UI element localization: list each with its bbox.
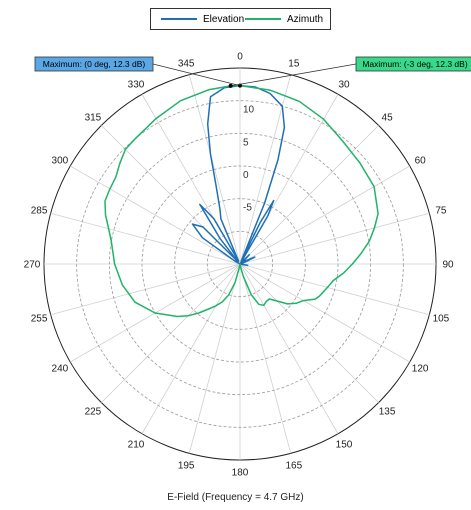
angle-tick-label: 210 [128,440,145,451]
angle-tick-label: 60 [415,156,427,167]
ring--5 [174,198,306,330]
angle-tick-label: 15 [288,59,300,70]
angle-tick-label: 195 [178,460,195,471]
ring-5 [108,132,372,396]
angle-tick-label: 75 [435,206,447,217]
ring-10 [76,100,404,428]
angle-tick-label: 150 [336,440,353,451]
angle-tick-label: 225 [85,407,102,418]
radial-tick-label: 10 [243,105,255,116]
chart-caption: E-Field (Frequency = 4.7 GHz) [167,492,304,503]
angle-tick-label: 285 [31,206,48,217]
angle-tick-label: 270 [24,260,41,271]
angle-tick-label: 330 [128,79,145,90]
radial-tick-label: -5 [243,203,252,214]
angle-tick-label: 105 [433,313,450,324]
radial-tick-label: 5 [243,137,249,148]
ring--10 [206,230,274,298]
legend-item-elevation[interactable]: Elevation [161,9,244,29]
angle-tick-label: 300 [52,156,69,167]
spoke-195 [188,263,241,454]
max-marker-point [228,83,233,88]
ring-0 [141,165,339,363]
angle-tick-label: 255 [31,313,48,324]
max-marker-box [34,56,154,72]
angle-tick-label: 315 [85,112,102,123]
legend-label-azimuth: Azimuth [287,13,324,25]
radial-tick-label: 0 [243,170,249,181]
spoke-75 [239,212,430,265]
angle-tick-label: 165 [285,460,302,471]
legend: Elevation Azimuth [150,8,331,30]
spoke-210 [141,263,241,434]
legend-swatch-azimuth [245,18,281,20]
max-marker-label: Maximum: (0 deg, 12.3 dB) [43,59,146,69]
angle-tick-label: 345 [178,59,195,70]
max-marker-leader [152,63,241,87]
max-marker-label: Maximum: (-3 deg, 12.3 dB) [362,59,468,69]
legend-swatch-elevation [161,18,197,20]
angle-tick-label: 90 [442,260,454,271]
series-azimuth-line [104,84,379,318]
angle-tick-label: 30 [338,79,350,90]
angle-tick-label: 180 [232,468,249,479]
angle-tick-label: 120 [412,364,429,375]
angle-tick-label: 0 [237,52,243,63]
spoke-300 [70,165,241,265]
spoke-285 [50,212,241,265]
legend-label-elevation: Elevation [203,13,245,25]
max-marker-box [355,56,471,72]
legend-item-azimuth[interactable]: Azimuth [245,9,323,29]
angle-tick-label: 135 [379,407,396,418]
series-elevation-line [191,84,286,267]
max-marker-leader [230,63,357,87]
angle-tick-label: 240 [52,364,69,375]
angle-tick-label: 45 [382,112,394,123]
